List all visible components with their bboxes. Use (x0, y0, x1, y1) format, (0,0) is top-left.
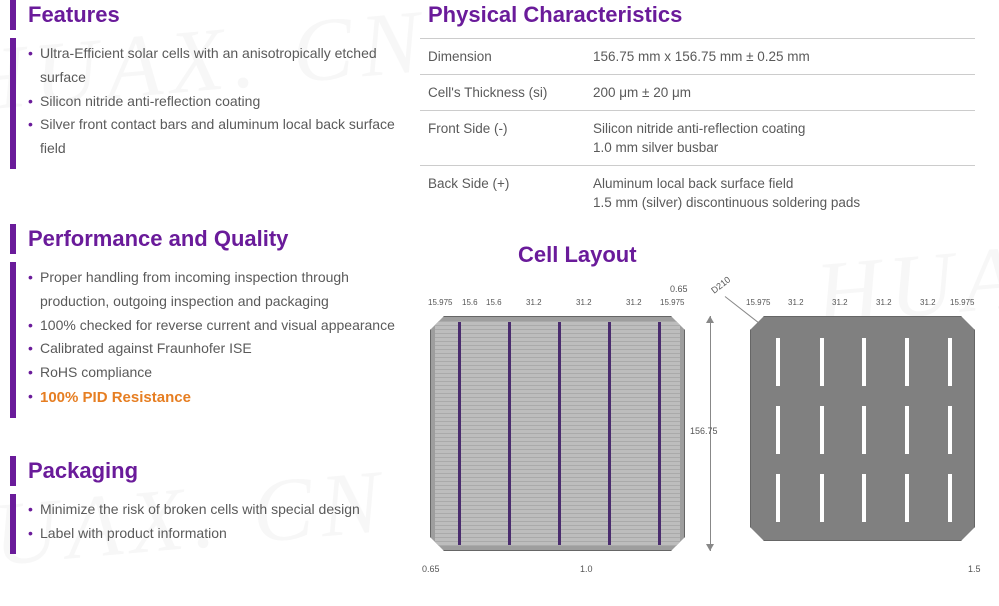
solder-pad (862, 338, 866, 386)
d210-label: D210 (709, 274, 732, 295)
spec-row: Cell's Thickness (si) 200 μm ± 20 μm (420, 75, 975, 111)
packaging-item: Minimize the risk of broken cells with s… (28, 498, 400, 522)
cell-back-view (750, 316, 975, 541)
front-top-dims: 15.975 15.6 15.6 31.2 31.2 31.2 15.975 (430, 298, 685, 316)
solder-pad (862, 474, 866, 522)
perf-item: Calibrated against Fraunhofer ISE (28, 337, 400, 361)
features-list: Ultra-Efficient solar cells with an anis… (10, 38, 400, 169)
dim: 31.2 (788, 298, 804, 307)
dim: 15.6 (462, 298, 478, 307)
busbar (458, 322, 461, 545)
perf-item: RoHS compliance (28, 361, 400, 385)
spec-value: 200 μm ± 20 μm (585, 75, 975, 111)
feature-item: Silver front contact bars and aluminum l… (28, 113, 400, 161)
packaging-list: Minimize the risk of broken cells with s… (10, 494, 400, 554)
dim: 15.975 (746, 298, 770, 307)
dim: 31.2 (920, 298, 936, 307)
pad-width-dim: 1.5 (968, 564, 981, 574)
packaging-heading: Packaging (10, 456, 400, 486)
back-top-dims: 15.975 31.2 31.2 31.2 31.2 15.975 (750, 298, 975, 316)
dim: 15.975 (950, 298, 974, 307)
height-value: 156.75 (690, 426, 718, 436)
spec-row: Front Side (-) Silicon nitride anti-refl… (420, 111, 975, 166)
pid-resistance: 100% PID Resistance (40, 389, 191, 406)
perf-highlight: 100% PID Resistance (28, 385, 400, 411)
spec-label: Front Side (-) (420, 111, 585, 166)
perf-item: 100% checked for reverse current and vis… (28, 314, 400, 338)
solder-pad (948, 406, 952, 454)
feature-item: Ultra-Efficient solar cells with an anis… (28, 42, 400, 90)
performance-title: Performance and Quality (28, 226, 400, 252)
spec-label: Dimension (420, 39, 585, 75)
features-heading: Features (10, 0, 400, 30)
performance-list: Proper handling from incoming inspection… (10, 262, 400, 418)
spec-value: 156.75 mm x 156.75 mm ± 0.25 mm (585, 39, 975, 75)
dim: 31.2 (576, 298, 592, 307)
solder-pad (905, 406, 909, 454)
busbar (658, 322, 661, 545)
cell-layout-diagram: 0.65 D210 15.975 15.6 15.6 31.2 31.2 31.… (420, 286, 980, 576)
spec-value: Aluminum local back surface field 1.5 mm… (585, 166, 975, 221)
solder-pad (820, 406, 824, 454)
spec-value: Silicon nitride anti-reflection coating … (585, 111, 975, 166)
physical-title: Physical Characteristics (428, 2, 990, 28)
dim: 15.6 (486, 298, 502, 307)
packaging-item: Label with product information (28, 522, 400, 546)
features-title: Features (28, 2, 400, 28)
feature-item: Silicon nitride anti-reflection coating (28, 90, 400, 114)
solder-pad (820, 338, 824, 386)
corner-dim: 0.65 (670, 284, 688, 294)
spec-value-line: 1.5 mm (silver) discontinuous soldering … (593, 195, 967, 210)
solder-pad (820, 474, 824, 522)
physical-heading: Physical Characteristics (420, 0, 990, 30)
dim: 31.2 (626, 298, 642, 307)
corner-dim-bl: 0.65 (422, 564, 440, 574)
spec-row: Back Side (+) Aluminum local back surfac… (420, 166, 975, 221)
solder-pad (905, 338, 909, 386)
busbar (558, 322, 561, 545)
solder-pad (948, 474, 952, 522)
solder-pad (862, 406, 866, 454)
dim: 15.975 (660, 298, 684, 307)
dim: 31.2 (876, 298, 892, 307)
performance-heading: Performance and Quality (10, 224, 400, 254)
spec-value-line: Silicon nitride anti-reflection coating (593, 121, 805, 136)
busbar-width-dim: 1.0 (580, 564, 593, 574)
cell-layout-title: Cell Layout (518, 242, 990, 268)
dim: 31.2 (832, 298, 848, 307)
busbar (508, 322, 511, 545)
spec-value-line: 1.0 mm silver busbar (593, 140, 967, 155)
height-dimension: 156.75 (692, 316, 737, 551)
solder-pad (776, 406, 780, 454)
spec-value-line: Aluminum local back surface field (593, 176, 793, 191)
busbar (608, 322, 611, 545)
solder-pad (776, 338, 780, 386)
solder-pad (776, 474, 780, 522)
dim: 31.2 (526, 298, 542, 307)
spec-label: Cell's Thickness (si) (420, 75, 585, 111)
solder-pad (905, 474, 909, 522)
packaging-title: Packaging (28, 458, 400, 484)
dim: 15.975 (428, 298, 452, 307)
spec-row: Dimension 156.75 mm x 156.75 mm ± 0.25 m… (420, 39, 975, 75)
spec-label: Back Side (+) (420, 166, 585, 221)
cell-front-view (430, 316, 685, 551)
solder-pad (948, 338, 952, 386)
perf-item: Proper handling from incoming inspection… (28, 266, 400, 314)
physical-table: Dimension 156.75 mm x 156.75 mm ± 0.25 m… (420, 38, 975, 220)
